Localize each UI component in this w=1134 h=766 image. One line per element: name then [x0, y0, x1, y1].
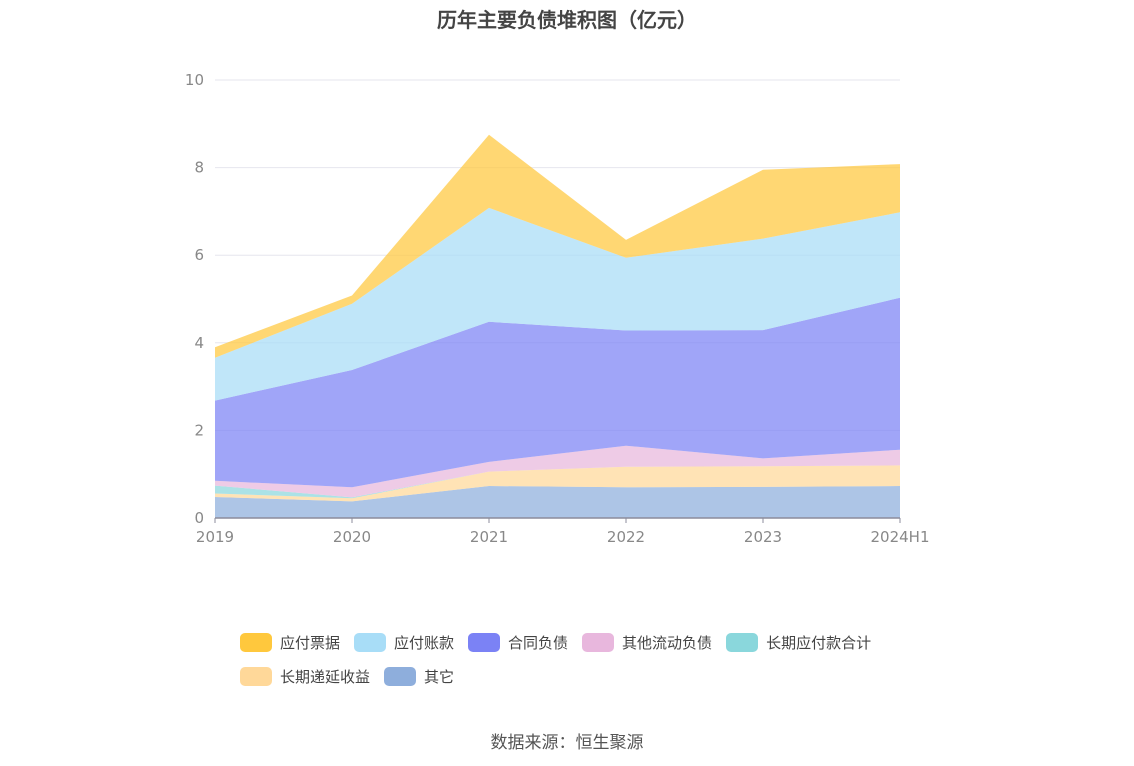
x-tick-label: 2023 — [744, 528, 782, 546]
y-tick-label: 0 — [194, 509, 204, 527]
legend: 应付票据 应付账款 合同负债 其他流动负债 长期应付款合计长期递延收益 其它 — [240, 632, 920, 700]
y-tick-label: 4 — [194, 334, 204, 352]
legend-swatch — [726, 632, 759, 652]
legend-label: 其它 — [424, 667, 455, 686]
area-series-5 — [215, 207, 900, 401]
x-tick-label: 2020 — [333, 528, 371, 546]
area-series-3 — [215, 445, 900, 498]
area-series-4 — [215, 297, 900, 488]
area-series-0 — [215, 486, 900, 518]
axes: 0 2 4 6 8 10 2019 2020 2021 2022 2023 2024H1 — [185, 71, 930, 546]
legend-item[interactable]: 其它 — [384, 666, 454, 686]
legend-label: 长期应付款合计 — [766, 633, 872, 652]
y-tick-label: 8 — [194, 159, 204, 177]
area-series — [215, 134, 900, 518]
y-tick-label: 6 — [194, 246, 204, 264]
legend-label: 应付账款 — [394, 633, 455, 652]
source-note: 数据来源：恒生聚源 — [490, 733, 644, 753]
legend-swatch — [240, 632, 272, 652]
legend-label: 合同负债 — [508, 633, 569, 652]
legend-item[interactable]: 长期递延收益 — [240, 666, 370, 686]
y-tick-label: 10 — [185, 71, 204, 89]
legend-swatch — [354, 632, 387, 652]
y-tick-label: 2 — [194, 421, 204, 439]
x-tick-label: 2021 — [470, 528, 508, 546]
legend-item[interactable]: 合同负债 — [468, 632, 568, 652]
area-series-6 — [215, 134, 900, 358]
area-series-2 — [215, 465, 900, 499]
legend-label: 应付票据 — [280, 633, 341, 652]
x-tick-label: 2024H1 — [871, 528, 930, 546]
legend-swatch — [582, 632, 615, 652]
legend-label: 长期递延收益 — [280, 667, 371, 686]
x-tick-label: 2019 — [196, 528, 234, 546]
legend-item[interactable]: 应付账款 — [354, 632, 454, 652]
legend-swatch — [240, 666, 272, 686]
legend-item[interactable]: 应付票据 — [240, 632, 340, 652]
legend-item[interactable]: 长期应付款合计 — [726, 632, 871, 652]
chart-title: 历年主要负债堆积图（亿元） — [437, 8, 697, 32]
legend-label: 其他流动负债 — [622, 633, 713, 652]
legend-swatch — [468, 632, 501, 652]
x-tick-label: 2022 — [607, 528, 645, 546]
area-series-1 — [215, 465, 900, 502]
legend-swatch — [384, 666, 417, 686]
legend-item[interactable]: 其他流动负债 — [582, 632, 712, 652]
